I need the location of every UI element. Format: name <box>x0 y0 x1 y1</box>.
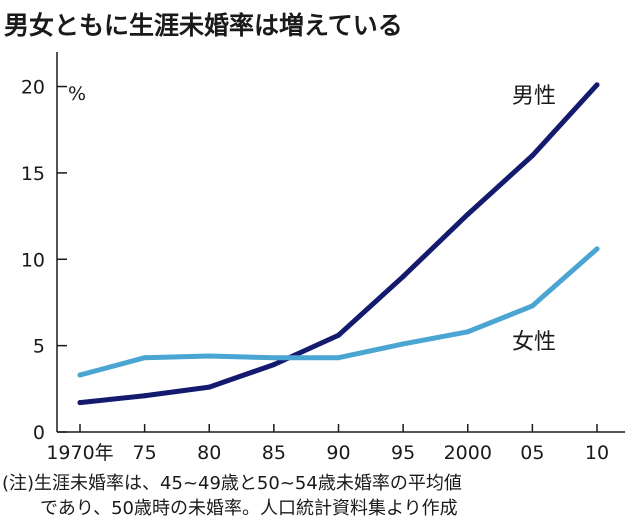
female-data-point <box>465 329 471 335</box>
male-data-point <box>271 362 277 368</box>
male-data-point <box>594 82 600 88</box>
legend-female: 女性 <box>512 330 556 355</box>
female-data-point <box>529 303 535 309</box>
male-data-point <box>206 384 212 390</box>
female-data-point <box>77 372 83 378</box>
y-unit-label: % <box>68 83 86 105</box>
chart-title: 男女ともに生涯未婚率は増えている <box>4 11 403 40</box>
x-tick-label: 75 <box>133 442 157 464</box>
series-lines <box>77 82 600 406</box>
x-tick-label: 10 <box>585 442 609 464</box>
female-data-point <box>271 355 277 361</box>
y-tick-label: 20 <box>21 77 45 99</box>
x-tick-label: 95 <box>391 442 415 464</box>
male-data-point <box>400 274 406 280</box>
footnote-line-1: (注)生涯未婚率は、45~49歳と50~54歳未婚率の平均値 <box>2 473 462 494</box>
male-data-point <box>77 400 83 406</box>
female-data-point <box>336 355 341 361</box>
x-tick-label: 05 <box>520 442 544 464</box>
x-tick-label: 90 <box>326 442 350 464</box>
female-data-point <box>206 353 212 359</box>
y-tick-label: 0 <box>33 422 45 444</box>
y-axis: 0 5 10 15 20 <box>21 52 67 444</box>
y-tick-label: 10 <box>21 249 45 271</box>
x-tick-label: 1970年 <box>46 442 113 464</box>
x-tick-label: 80 <box>197 442 221 464</box>
x-tick-label: 85 <box>262 442 286 464</box>
y-tick-label: 15 <box>21 163 45 185</box>
female-data-point <box>594 246 600 252</box>
female-data-point <box>400 341 406 347</box>
legend-male: 男性 <box>512 84 556 109</box>
y-tick-label: 5 <box>33 336 45 358</box>
male-data-point <box>465 211 471 217</box>
footnote-line-2: であり、50歳時の未婚率。人口統計資料集より作成 <box>40 498 458 519</box>
male-data-point <box>529 153 535 159</box>
male-data-point <box>336 332 341 338</box>
x-tick-label: 2000 <box>444 442 492 464</box>
x-axis: 1970年 75 80 85 90 95 2000 05 10 <box>46 424 625 464</box>
male-data-point <box>142 393 148 399</box>
female-data-point <box>142 355 148 361</box>
